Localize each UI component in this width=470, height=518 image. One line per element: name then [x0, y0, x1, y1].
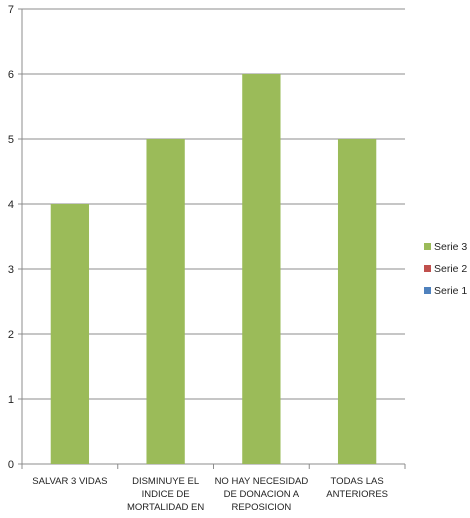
legend-entry: Serie 3	[424, 241, 467, 253]
legend-swatch	[424, 287, 431, 294]
legend: Serie 3 Serie 2 Serie 1	[424, 241, 467, 297]
y-tick-label: 3	[8, 264, 14, 276]
y-tick-label: 1	[8, 394, 14, 406]
x-tick-labels: SALVAR 3 VIDAS DISMINUYE EL INDICE DE MORTA…	[32, 476, 388, 513]
y-tick-label: 0	[8, 459, 14, 471]
legend-swatch	[424, 243, 431, 250]
legend-entry: Serie 1	[424, 285, 467, 297]
y-tick-label: 5	[8, 134, 14, 146]
x-tick-label: SALVAR 3 VIDAS	[32, 476, 107, 487]
legend-entry: Serie 2	[424, 263, 467, 275]
legend-label: Serie 3	[434, 241, 467, 253]
x-tick-label: NO HAY NECESIDAD DE DONACION A REPOSICION	[215, 476, 309, 513]
bar	[146, 139, 185, 464]
y-tick-label: 2	[8, 329, 14, 341]
legend-label: Serie 2	[434, 263, 467, 275]
legend-swatch	[424, 265, 431, 272]
legend-label: Serie 1	[434, 285, 467, 297]
y-tick-label: 7	[8, 4, 14, 16]
bars	[50, 74, 377, 464]
y-tick-label: 4	[8, 199, 14, 211]
x-tick-label: TODAS LAS ANTERIORES	[326, 476, 388, 500]
bar	[50, 204, 90, 464]
bar	[337, 139, 377, 464]
y-tick-label: 6	[8, 69, 14, 81]
bar	[242, 74, 281, 464]
y-tick-labels: 0 1 2 3 4 5 6 7	[8, 4, 14, 471]
x-tick-label: DISMINUYE EL INDICE DE MORTALIDAD EN	[127, 476, 204, 513]
